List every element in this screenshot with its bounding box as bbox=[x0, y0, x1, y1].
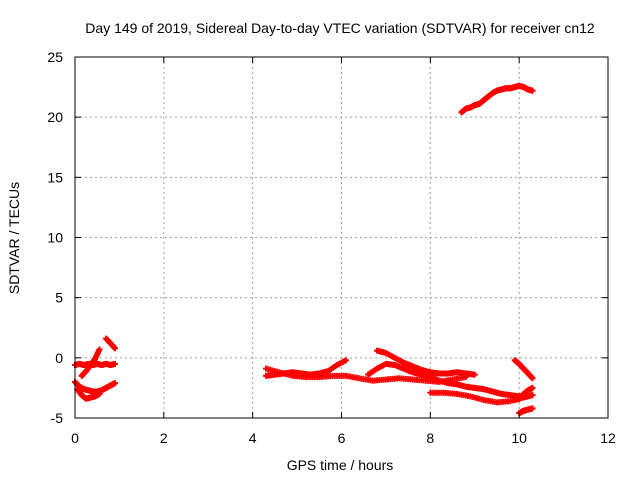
data-series-track-13 bbox=[516, 405, 536, 417]
x-tick-label: 4 bbox=[249, 430, 257, 446]
data-point bbox=[111, 380, 118, 387]
x-axis-label: GPS time / hours bbox=[287, 457, 394, 473]
data-series-track-4 bbox=[78, 346, 103, 379]
data-series-track-2 bbox=[72, 378, 118, 395]
data-point bbox=[529, 375, 536, 382]
data-series-track-9 bbox=[374, 347, 478, 378]
x-tick-label: 6 bbox=[338, 430, 346, 446]
data-series-track-7 bbox=[262, 365, 469, 385]
data-point bbox=[111, 345, 118, 352]
x-tick-label: 12 bbox=[600, 430, 616, 446]
data-series-track-5 bbox=[103, 335, 118, 352]
y-tick-label: 5 bbox=[55, 290, 63, 306]
data-series-track-14 bbox=[458, 82, 536, 116]
data-point bbox=[529, 405, 536, 412]
data-series-track-11 bbox=[511, 357, 536, 382]
x-tick-label: 8 bbox=[426, 430, 434, 446]
y-tick-label: 0 bbox=[55, 350, 63, 366]
data-point bbox=[96, 346, 103, 353]
data-point bbox=[111, 360, 118, 367]
x-tick-label: 0 bbox=[71, 430, 79, 446]
data-point bbox=[342, 357, 349, 364]
y-tick-label: 25 bbox=[47, 49, 63, 65]
data-point bbox=[529, 392, 536, 399]
y-tick-label: 15 bbox=[47, 169, 63, 185]
y-tick-label: 20 bbox=[47, 109, 63, 125]
x-tick-label: 10 bbox=[511, 430, 527, 446]
axis-ticks: 0 2 4 6 8 10 12 -5 0 5 10 15 20 25 bbox=[47, 49, 616, 446]
grid bbox=[75, 57, 608, 418]
data-series-track-12 bbox=[511, 384, 536, 403]
series-group bbox=[72, 82, 536, 417]
y-axis-label: SDTVAR / TECUs bbox=[6, 182, 22, 294]
y-tick-label: -5 bbox=[51, 410, 64, 426]
x-tick-label: 2 bbox=[160, 430, 168, 446]
data-point bbox=[471, 371, 478, 378]
data-point bbox=[529, 384, 536, 391]
y-tick-label: 10 bbox=[47, 230, 63, 246]
data-series-track-3 bbox=[74, 386, 103, 402]
chart-title: Day 149 of 2019, Sidereal Day-to-day VTE… bbox=[85, 20, 595, 36]
data-point bbox=[96, 390, 103, 397]
data-point bbox=[529, 87, 536, 94]
